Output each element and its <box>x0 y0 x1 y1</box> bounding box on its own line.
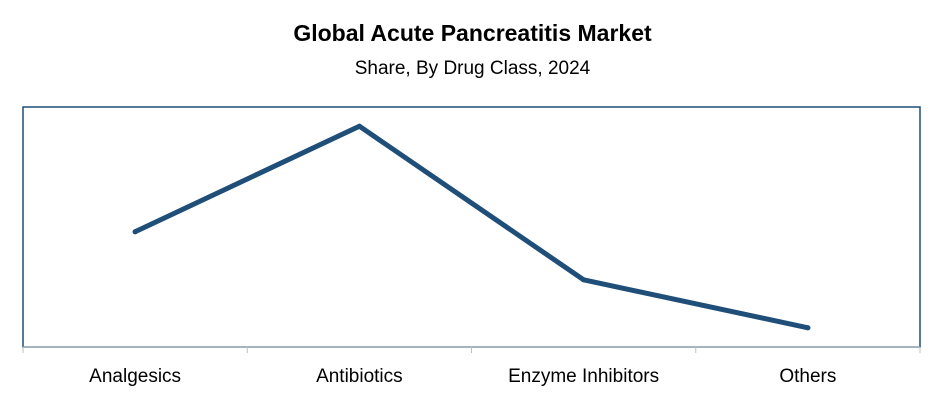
x-tick-label: Enzyme Inhibitors <box>508 366 659 387</box>
x-tick-label: Others <box>779 366 836 387</box>
x-axis-labels: Analgesics Antibiotics Enzyme Inhibitors Ot… <box>89 366 836 387</box>
chart-title: Global Acute Pancreatitis Market <box>293 20 652 46</box>
data-point <box>581 277 587 283</box>
x-axis-ticks <box>22 347 921 353</box>
x-tick-label: Antibiotics <box>316 366 403 387</box>
chart-subtitle: Share, By Drug Class, 2024 <box>354 58 591 79</box>
data-point <box>356 123 362 129</box>
plot-frame <box>22 106 921 348</box>
data-point <box>805 325 811 331</box>
x-tick-label: Analgesics <box>89 366 181 387</box>
data-point <box>132 229 138 235</box>
series-line <box>132 123 811 331</box>
